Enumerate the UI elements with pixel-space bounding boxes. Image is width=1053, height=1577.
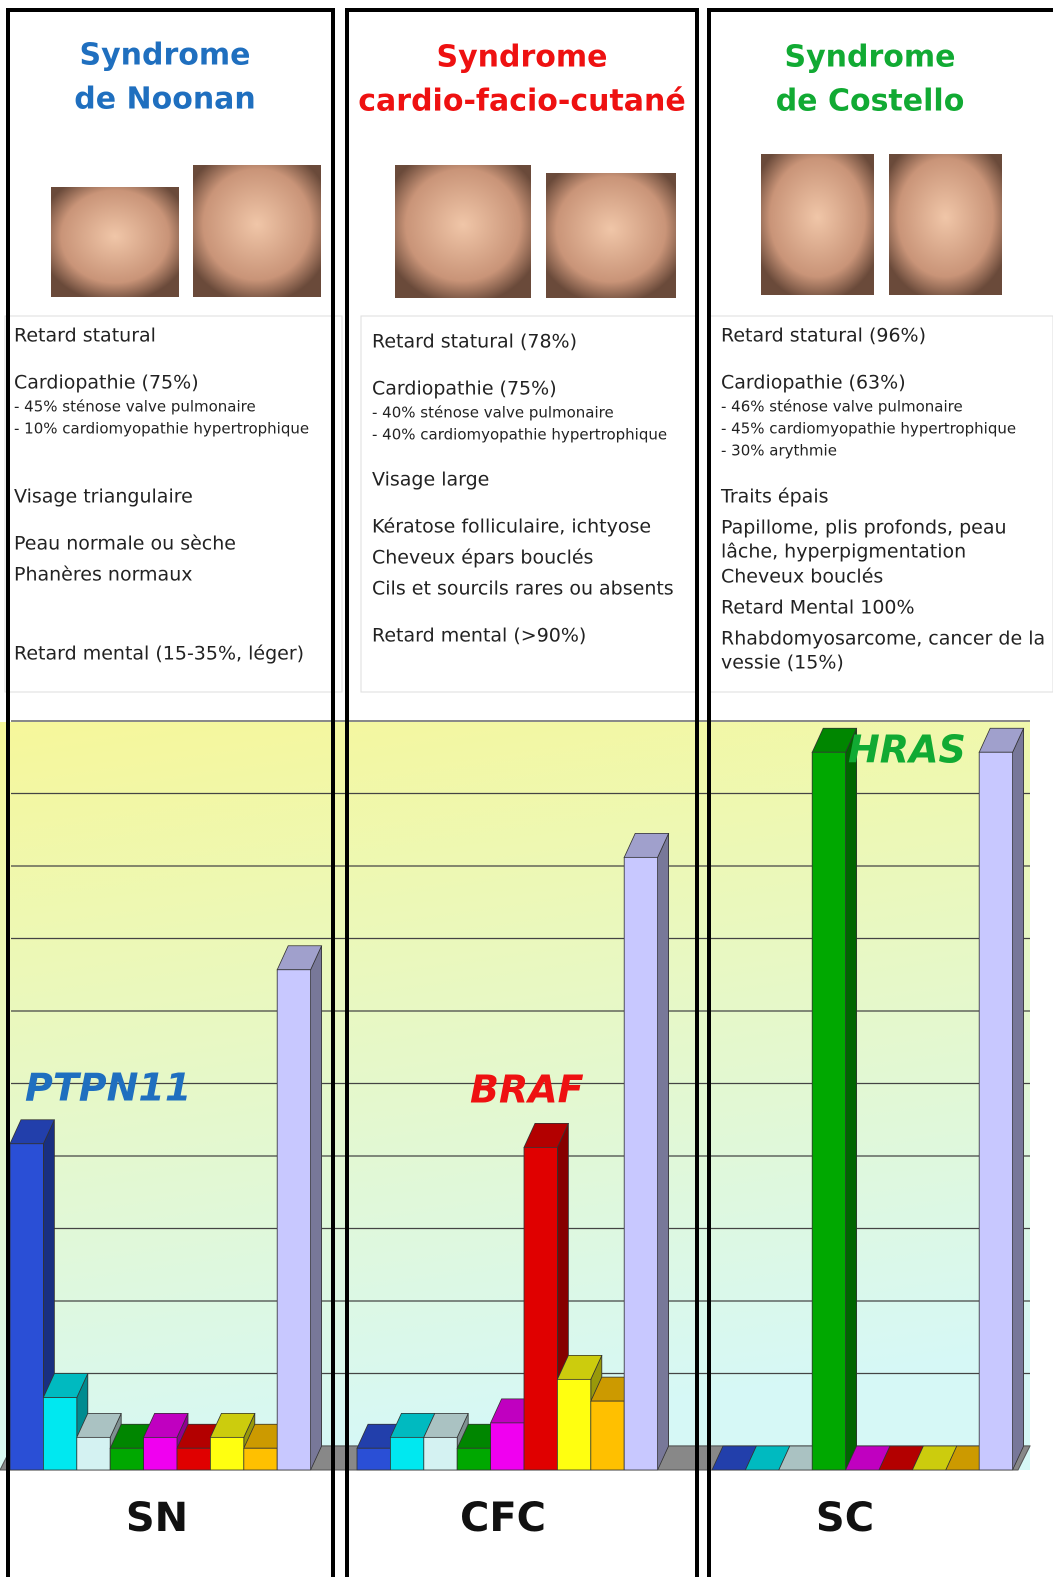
feature: Traits épais bbox=[720, 486, 829, 508]
feature: vessie (15%) bbox=[721, 652, 844, 674]
panel-title: Syndrome bbox=[784, 40, 955, 75]
bar bbox=[457, 1448, 490, 1470]
gene-label: PTPN11 bbox=[25, 1066, 191, 1110]
panel-title: cardio-facio-cutané bbox=[358, 84, 686, 119]
bar bbox=[43, 1398, 76, 1471]
feature: Retard Mental 100% bbox=[721, 597, 915, 619]
bar-side bbox=[311, 946, 322, 1470]
bar bbox=[524, 1147, 557, 1470]
panel-title: de Noonan bbox=[74, 82, 256, 117]
bar bbox=[624, 857, 657, 1470]
photo bbox=[889, 154, 1002, 295]
feature: Cheveux épars bouclés bbox=[372, 547, 593, 569]
panel-title: de Costello bbox=[776, 84, 965, 119]
feature-detail: - 46% sténose valve pulmonaire bbox=[721, 398, 963, 416]
bar bbox=[277, 970, 310, 1470]
feature: Cardiopathie (75%) bbox=[14, 372, 199, 394]
figure: Syndrome de Noonan Retard statural Cardiopa… bbox=[0, 0, 1053, 1577]
feature-detail: - 45% sténose valve pulmonaire bbox=[14, 398, 256, 416]
bar bbox=[210, 1437, 243, 1470]
bar bbox=[424, 1437, 457, 1470]
bar-side bbox=[658, 833, 669, 1470]
x-tick-label: CFC bbox=[460, 1495, 546, 1541]
photo bbox=[395, 165, 531, 298]
bar bbox=[77, 1437, 110, 1470]
bar-side bbox=[1013, 728, 1024, 1470]
feature: Cardiopathie (75%) bbox=[372, 378, 557, 400]
feature: Peau normale ou sèche bbox=[14, 533, 236, 555]
gene-label: HRAS bbox=[848, 728, 966, 772]
photo bbox=[193, 165, 321, 297]
feature: lâche, hyperpigmentation bbox=[721, 541, 966, 563]
feature-detail: - 40% cardiomyopathie hypertrophique bbox=[372, 426, 667, 444]
feature: Visage large bbox=[372, 469, 489, 491]
bar bbox=[10, 1144, 43, 1470]
feature: Papillome, plis profonds, peau bbox=[721, 517, 1007, 539]
photos bbox=[51, 154, 1002, 298]
bar bbox=[390, 1437, 423, 1470]
photo bbox=[51, 187, 179, 297]
bar bbox=[491, 1423, 524, 1470]
feature: Retard statural bbox=[14, 325, 156, 347]
bar bbox=[357, 1448, 390, 1470]
feature-detail: - 10% cardiomyopathie hypertrophique bbox=[14, 420, 309, 438]
panel-title: Syndrome bbox=[79, 38, 250, 73]
feature: Cheveux bouclés bbox=[721, 566, 883, 588]
gene-label: BRAF bbox=[470, 1068, 584, 1112]
bar bbox=[812, 752, 845, 1470]
photo bbox=[546, 173, 676, 298]
bar bbox=[177, 1448, 210, 1470]
bar bbox=[591, 1401, 624, 1470]
feature: Cils et sourcils rares ou absents bbox=[372, 578, 674, 600]
bar bbox=[557, 1379, 590, 1470]
photo bbox=[761, 154, 874, 295]
bar bbox=[979, 752, 1012, 1470]
bar bbox=[110, 1448, 143, 1470]
x-tick-label: SC bbox=[816, 1495, 874, 1541]
feature: Rhabdomyosarcome, cancer de la bbox=[721, 628, 1045, 650]
bar bbox=[244, 1448, 277, 1470]
feature: Retard statural (78%) bbox=[372, 331, 577, 353]
panel-title: Syndrome bbox=[436, 40, 607, 75]
feature-detail: - 30% arythmie bbox=[721, 442, 837, 460]
feature-detail: - 40% sténose valve pulmonaire bbox=[372, 404, 614, 422]
feature: Retard mental (15-35%, léger) bbox=[14, 643, 304, 665]
bar-side bbox=[846, 728, 857, 1470]
feature: Retard statural (96%) bbox=[721, 325, 926, 347]
feature: Kératose folliculaire, ichtyose bbox=[372, 516, 651, 538]
feature: Cardiopathie (63%) bbox=[721, 372, 906, 394]
feature: Visage triangulaire bbox=[14, 486, 193, 508]
feature: Phanères normaux bbox=[14, 564, 192, 586]
feature-detail: - 45% cardiomyopathie hypertrophique bbox=[721, 420, 1016, 438]
bar bbox=[144, 1437, 177, 1470]
feature: Retard mental (>90%) bbox=[372, 625, 586, 647]
x-tick-label: SN bbox=[126, 1495, 188, 1541]
